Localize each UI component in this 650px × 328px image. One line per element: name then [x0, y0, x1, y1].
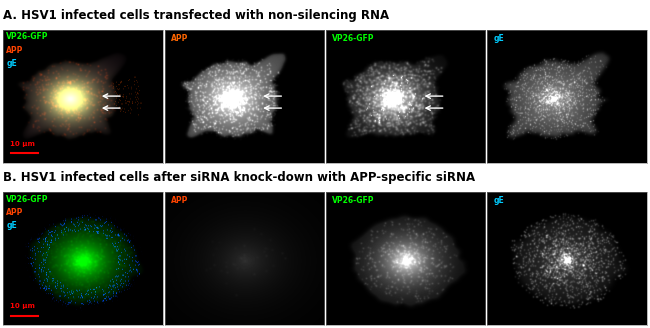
Text: gE: gE [6, 221, 17, 230]
Text: VP26-GFP: VP26-GFP [332, 33, 375, 43]
Text: B. HSV1 infected cells after siRNA knock-down with APP-specific siRNA: B. HSV1 infected cells after siRNA knock… [3, 172, 475, 184]
Text: VP26-GFP: VP26-GFP [332, 196, 375, 205]
Text: VP26-GFP: VP26-GFP [6, 32, 49, 41]
Text: gE: gE [494, 33, 504, 43]
Text: A. HSV1 infected cells transfected with non-silencing RNA: A. HSV1 infected cells transfected with … [3, 9, 389, 22]
Text: gE: gE [494, 196, 504, 205]
Text: APP: APP [6, 208, 24, 217]
Text: gE: gE [6, 59, 17, 68]
Text: VP26-GFP: VP26-GFP [6, 195, 49, 204]
Text: 10 μm: 10 μm [10, 303, 34, 309]
Text: 10 μm: 10 μm [10, 141, 34, 147]
Text: APP: APP [171, 196, 188, 205]
Text: APP: APP [6, 46, 24, 54]
Text: APP: APP [171, 33, 188, 43]
